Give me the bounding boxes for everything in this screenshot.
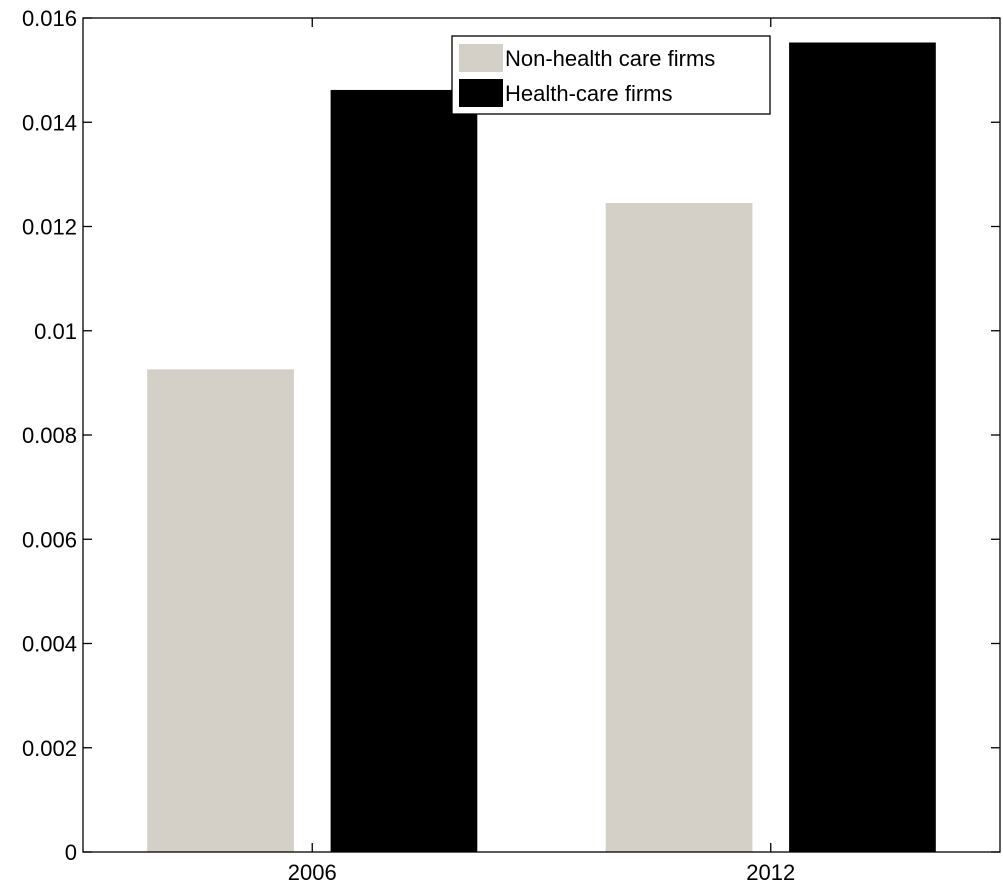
x-tick-label: 2006 — [288, 860, 337, 885]
y-tick-label: 0 — [65, 840, 77, 865]
axes-layer: 0 0.002 0.004 0.006 0.008 0.01 0.012 0.014 0.016… — [22, 6, 1001, 885]
y-tick-label: 0.016 — [22, 6, 77, 31]
bar-2006-series-2 — [330, 89, 478, 853]
bars-layer — [147, 42, 936, 853]
y-tick-label: 0.004 — [22, 632, 77, 657]
y-tick-label: 0.006 — [22, 527, 77, 552]
bar-2006-series-1 — [147, 369, 294, 852]
y-tick-label: 0.012 — [22, 215, 77, 240]
y-tick-label: 0.008 — [22, 423, 77, 448]
legend-swatch-series-1 — [459, 44, 503, 72]
bar-2012-series-2 — [789, 42, 936, 852]
legend: Non-health care firms Health-care firms — [451, 35, 771, 115]
legend-swatch-series-2 — [459, 79, 503, 107]
legend-box — [451, 35, 771, 115]
bar-2012-series-1 — [605, 203, 753, 852]
x-tick-label: 2012 — [746, 860, 795, 885]
y-tick-label: 0.01 — [34, 319, 77, 344]
legend-label-series-2: Health-care firms — [505, 81, 672, 106]
legend-label-series-1: Non-health care firms — [505, 46, 715, 71]
y-tick-label: 0.002 — [22, 736, 77, 761]
y-tick-label: 0.014 — [22, 110, 77, 135]
